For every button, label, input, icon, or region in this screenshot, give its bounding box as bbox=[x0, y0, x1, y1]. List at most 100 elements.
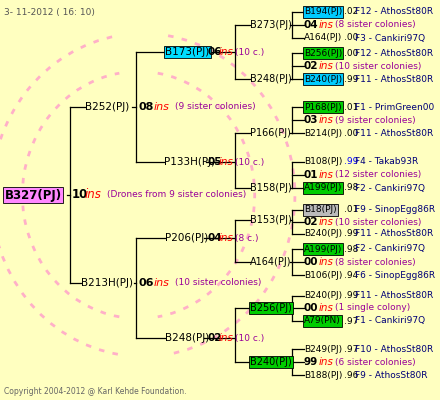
Text: 02: 02 bbox=[304, 217, 318, 227]
Text: .00: .00 bbox=[344, 128, 359, 138]
Text: (12 sister colonies): (12 sister colonies) bbox=[335, 170, 422, 180]
Text: ins: ins bbox=[219, 157, 234, 167]
Text: F9 - SinopEgg86R: F9 - SinopEgg86R bbox=[355, 206, 435, 214]
Text: B240(PJ): B240(PJ) bbox=[250, 357, 292, 367]
Text: F2 - Cankiri97Q: F2 - Cankiri97Q bbox=[355, 184, 425, 192]
Text: A79(PN): A79(PN) bbox=[304, 316, 341, 326]
Text: A199(PJ): A199(PJ) bbox=[304, 184, 342, 192]
Text: (9 sister colonies): (9 sister colonies) bbox=[335, 116, 416, 124]
Text: ins: ins bbox=[219, 233, 234, 243]
Text: ins: ins bbox=[319, 217, 334, 227]
Text: Copyright 2004-2012 @ Karl Kehde Foundation.: Copyright 2004-2012 @ Karl Kehde Foundat… bbox=[4, 387, 186, 396]
Text: (10 sister colonies): (10 sister colonies) bbox=[175, 278, 261, 288]
Text: (10 sister colonies): (10 sister colonies) bbox=[335, 218, 422, 226]
Text: ins: ins bbox=[319, 170, 334, 180]
Text: 04: 04 bbox=[207, 233, 222, 243]
Text: 99: 99 bbox=[304, 357, 318, 367]
Text: .98: .98 bbox=[344, 244, 359, 254]
Text: P168(PJ): P168(PJ) bbox=[304, 102, 341, 112]
Text: 06: 06 bbox=[139, 278, 154, 288]
Text: F11 - AthosSt80R: F11 - AthosSt80R bbox=[355, 230, 433, 238]
Text: F4 - Takab93R: F4 - Takab93R bbox=[355, 158, 418, 166]
Text: .01: .01 bbox=[344, 206, 359, 214]
Text: F11 - AthosSt80R: F11 - AthosSt80R bbox=[355, 292, 433, 300]
Text: B249(PJ): B249(PJ) bbox=[304, 344, 342, 354]
Text: ins: ins bbox=[85, 188, 102, 202]
Text: .02: .02 bbox=[344, 8, 358, 16]
Text: B248(PJ): B248(PJ) bbox=[165, 333, 209, 343]
Text: 06: 06 bbox=[207, 47, 222, 57]
Text: ins: ins bbox=[319, 257, 334, 267]
Text: B18(PJ): B18(PJ) bbox=[304, 206, 337, 214]
Text: .00: .00 bbox=[344, 34, 359, 42]
Text: (10 c.): (10 c.) bbox=[235, 334, 264, 342]
Text: ins: ins bbox=[154, 278, 169, 288]
Text: .99: .99 bbox=[344, 74, 359, 84]
Text: B173(PJ): B173(PJ) bbox=[165, 47, 209, 57]
Text: F12 - AthosSt80R: F12 - AthosSt80R bbox=[355, 48, 433, 58]
Text: .99: .99 bbox=[344, 158, 359, 166]
Text: 01: 01 bbox=[304, 170, 318, 180]
Text: (8 sister colonies): (8 sister colonies) bbox=[335, 20, 416, 30]
Text: B327(PJ): B327(PJ) bbox=[4, 188, 62, 202]
Text: (8 sister colonies): (8 sister colonies) bbox=[335, 258, 416, 266]
Text: 10: 10 bbox=[71, 188, 88, 202]
Text: A164(PJ): A164(PJ) bbox=[250, 257, 292, 267]
Text: 03: 03 bbox=[304, 115, 318, 125]
Text: B214(PJ): B214(PJ) bbox=[304, 128, 342, 138]
Text: F9 - AthosSt80R: F9 - AthosSt80R bbox=[355, 370, 427, 380]
Text: ins: ins bbox=[319, 303, 334, 313]
Text: (1 single colony): (1 single colony) bbox=[335, 304, 411, 312]
Text: B273(PJ): B273(PJ) bbox=[250, 20, 292, 30]
Text: ins: ins bbox=[319, 61, 334, 71]
Text: (10 c.): (10 c.) bbox=[235, 48, 264, 56]
Text: .99: .99 bbox=[344, 292, 359, 300]
Text: F1 - PrimGreen00: F1 - PrimGreen00 bbox=[355, 102, 434, 112]
Text: B256(PJ): B256(PJ) bbox=[250, 303, 292, 313]
Text: (10 sister colonies): (10 sister colonies) bbox=[335, 62, 422, 70]
Text: F2 - Cankiri97Q: F2 - Cankiri97Q bbox=[355, 244, 425, 254]
Text: .01: .01 bbox=[344, 102, 359, 112]
Text: (Drones from 9 sister colonies): (Drones from 9 sister colonies) bbox=[107, 190, 246, 200]
Text: .00: .00 bbox=[344, 48, 359, 58]
Text: (6 sister colonies): (6 sister colonies) bbox=[335, 358, 416, 366]
Text: 02: 02 bbox=[207, 333, 222, 343]
Text: 02: 02 bbox=[304, 61, 318, 71]
Text: B252(PJ): B252(PJ) bbox=[85, 102, 129, 112]
Text: ins: ins bbox=[154, 102, 169, 112]
Text: F3 - Cankiri97Q: F3 - Cankiri97Q bbox=[355, 34, 425, 42]
Text: F12 - AthosSt80R: F12 - AthosSt80R bbox=[355, 8, 433, 16]
Text: A199(PJ): A199(PJ) bbox=[304, 244, 342, 254]
Text: B153(PJ): B153(PJ) bbox=[250, 215, 292, 225]
Text: ins: ins bbox=[219, 47, 234, 57]
Text: F11 - AthosSt80R: F11 - AthosSt80R bbox=[355, 74, 433, 84]
Text: B256(PJ): B256(PJ) bbox=[304, 48, 342, 58]
Text: B188(PJ): B188(PJ) bbox=[304, 370, 342, 380]
Text: B108(PJ): B108(PJ) bbox=[304, 158, 342, 166]
Text: 3- 11-2012 ( 16: 10): 3- 11-2012 ( 16: 10) bbox=[4, 8, 95, 17]
Text: ins: ins bbox=[319, 115, 334, 125]
Text: B194(PJ): B194(PJ) bbox=[304, 8, 342, 16]
Text: B248(PJ): B248(PJ) bbox=[250, 74, 292, 84]
Text: .96: .96 bbox=[344, 370, 359, 380]
Text: F6 - SinopEgg86R: F6 - SinopEgg86R bbox=[355, 270, 435, 280]
Text: 08: 08 bbox=[139, 102, 154, 112]
Text: ins: ins bbox=[219, 333, 234, 343]
Text: (8 c.): (8 c.) bbox=[235, 234, 259, 242]
Text: 00: 00 bbox=[304, 257, 318, 267]
Text: ins: ins bbox=[319, 357, 334, 367]
Text: B240(PJ): B240(PJ) bbox=[304, 230, 342, 238]
Text: 05: 05 bbox=[207, 157, 222, 167]
Text: .99: .99 bbox=[344, 230, 359, 238]
Text: 00: 00 bbox=[304, 303, 318, 313]
Text: F10 - AthosSt80R: F10 - AthosSt80R bbox=[355, 344, 433, 354]
Text: B158(PJ): B158(PJ) bbox=[250, 183, 292, 193]
Text: (10 c.): (10 c.) bbox=[235, 158, 264, 166]
Text: B240(PJ): B240(PJ) bbox=[304, 292, 342, 300]
Text: B213H(PJ): B213H(PJ) bbox=[81, 278, 133, 288]
Text: B106(PJ): B106(PJ) bbox=[304, 270, 342, 280]
Text: P133H(PJ): P133H(PJ) bbox=[164, 157, 215, 167]
Text: P166(PJ): P166(PJ) bbox=[250, 128, 291, 138]
Text: F1 - Cankiri97Q: F1 - Cankiri97Q bbox=[355, 316, 425, 326]
Text: P206(PJ): P206(PJ) bbox=[165, 233, 209, 243]
